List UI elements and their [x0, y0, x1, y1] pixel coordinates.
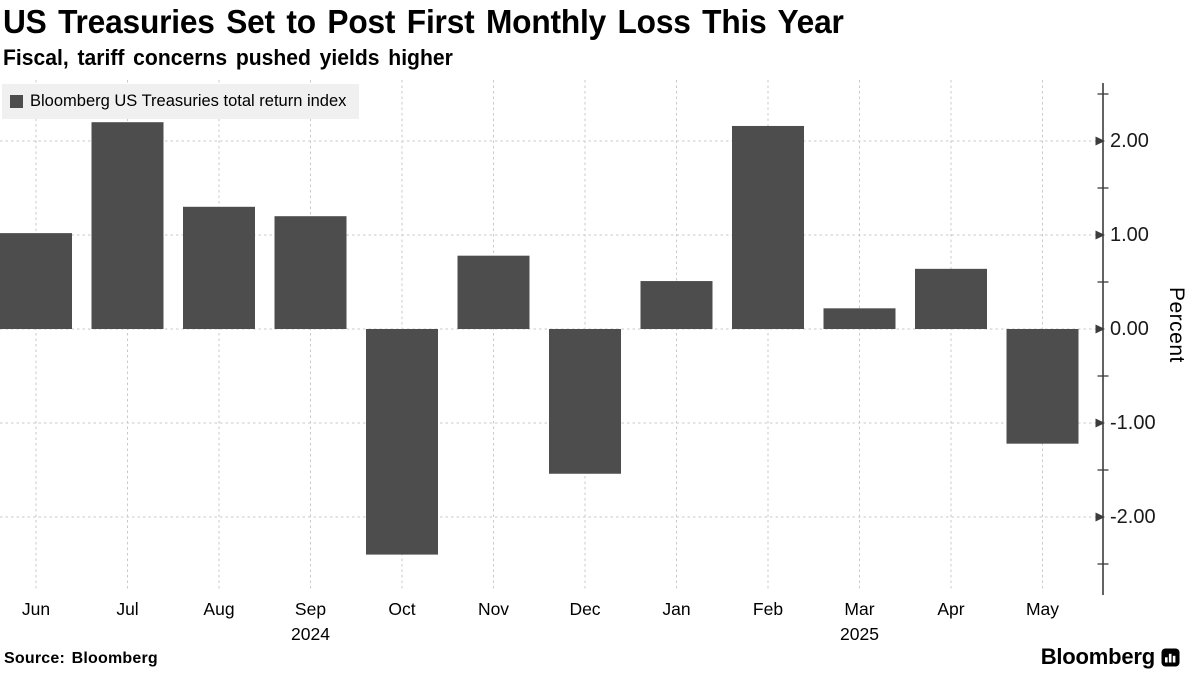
- bar-chart-plot-area: 2.00 1.00 0.00 -1.00 -2.00: [0, 80, 1156, 595]
- y-major-tick-0: [1095, 324, 1105, 334]
- y-tick-label-1: 1.00: [1110, 224, 1149, 246]
- x-tick-label-dec: Dec: [569, 599, 601, 619]
- x-tick-label-jan: Jan: [662, 599, 691, 619]
- y-axis-title: Percent: [1165, 287, 1188, 363]
- x-year-label-2024: 2024: [291, 624, 330, 644]
- y-major-tick-1: [1095, 230, 1105, 240]
- legend-swatch: [10, 95, 23, 108]
- bar-oct: [366, 329, 438, 555]
- bar-aug: [183, 206, 255, 329]
- y-tick-label-0: 0.00: [1110, 318, 1149, 340]
- bar-may: [1006, 329, 1079, 444]
- bar-apr: [915, 268, 987, 329]
- x-tick-label-nov: Nov: [477, 599, 510, 619]
- bar-jun: [0, 233, 72, 329]
- y-tick-label-2: 2.00: [1110, 130, 1149, 152]
- bar-dec: [549, 329, 621, 474]
- bar-chart-icon: [1161, 648, 1180, 666]
- bloomberg-wordmark: Bloomberg: [1040, 644, 1156, 669]
- y-tick-label--1: -1.00: [1110, 412, 1156, 434]
- legend-label: Bloomberg US Treasuries total return ind…: [30, 92, 347, 110]
- y-major-tick--2: [1095, 512, 1105, 522]
- bar-jan: [640, 281, 713, 329]
- x-tick-label-sep: Sep: [294, 599, 327, 619]
- x-tick-label-apr: Apr: [937, 599, 965, 619]
- x-tick-label-aug: Aug: [203, 599, 235, 619]
- chart-title: US Treasuries Set to Post First Monthly …: [3, 3, 844, 40]
- chart-subtitle: Fiscal, tariff concerns pushed yields hi…: [3, 45, 453, 70]
- x-tick-label-oct: Oct: [388, 599, 416, 619]
- y-tick-label--2: -2.00: [1110, 506, 1156, 528]
- x-axis-labels: Jun Jul Aug Sep Oct Nov Dec Jan Feb Mar Apr May 2024…: [0, 599, 1200, 649]
- x-tick-label-jun: Jun: [21, 599, 51, 619]
- x-year-label-2025: 2025: [840, 624, 879, 644]
- source-note: Source: Bloomberg: [4, 650, 158, 667]
- bar-mar: [823, 308, 896, 329]
- bar-jul: [91, 122, 164, 329]
- y-major-tick--1: [1095, 418, 1105, 428]
- bar-feb: [732, 125, 804, 330]
- bloomberg-logo: Bloomberg: [1041, 644, 1180, 670]
- x-tick-label-jul: Jul: [116, 599, 139, 619]
- x-tick-label-may: May: [1025, 599, 1060, 619]
- bar-nov: [457, 255, 530, 329]
- x-tick-label-feb: Feb: [752, 599, 784, 619]
- x-tick-label-mar: Mar: [844, 599, 875, 619]
- y-major-tick-2: [1095, 136, 1105, 146]
- legend: Bloomberg US Treasuries total return ind…: [2, 84, 360, 119]
- bar-sep: [274, 216, 347, 329]
